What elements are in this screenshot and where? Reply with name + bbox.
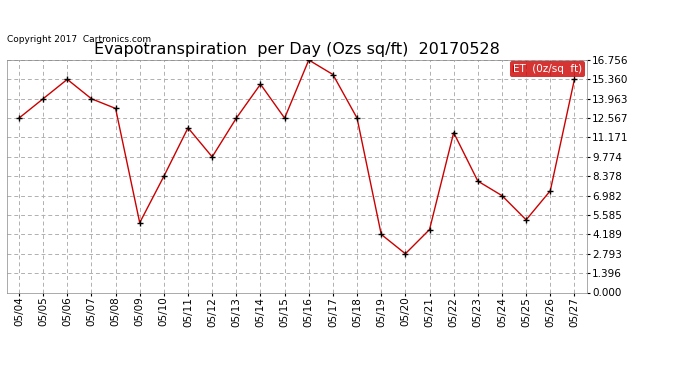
Text: Copyright 2017  Cartronics.com: Copyright 2017 Cartronics.com	[7, 35, 151, 44]
Title: Evapotranspiration  per Day (Ozs sq/ft)  20170528: Evapotranspiration per Day (Ozs sq/ft) 2…	[94, 42, 500, 57]
Legend: ET  (0z/sq  ft): ET (0z/sq ft)	[510, 61, 585, 77]
